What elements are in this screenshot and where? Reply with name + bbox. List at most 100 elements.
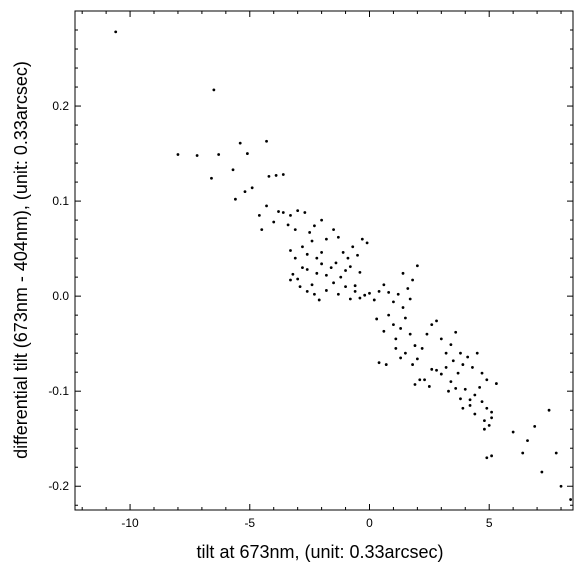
data-point [420,347,424,350]
data-point [238,141,242,145]
data-point [212,88,216,92]
data-point [310,239,314,243]
data-point [521,451,525,455]
data-point [559,484,563,488]
data-point [463,387,467,391]
data-point [308,231,312,234]
data-point [296,209,300,213]
data-point [358,296,362,300]
data-point [375,317,379,321]
data-point [415,264,419,268]
data-point [569,498,573,501]
data-point [451,359,455,363]
data-point [404,351,407,355]
data-point [449,380,453,384]
data-point [324,273,328,277]
data-point [430,323,434,327]
data-point [332,228,335,232]
data-point [317,298,321,302]
data-point [320,262,324,266]
data-point [281,173,285,176]
data-point [444,351,448,355]
data-point [296,277,300,281]
data-point [320,251,324,254]
data-point [547,408,551,412]
data-point [485,378,489,382]
data-point [444,366,448,369]
data-point [344,285,347,289]
data-point [305,289,309,293]
data-point [348,297,352,301]
data-point [336,235,340,239]
data-point [392,300,395,304]
y-tick-label: 0.2 [52,99,69,113]
data-point [289,278,292,282]
y-tick-label: 0.0 [52,289,69,303]
data-point [377,361,381,365]
x-tick-label: 5 [486,516,493,530]
data-point [305,252,309,256]
data-point [475,351,479,355]
data-point [313,224,316,228]
data-point [313,292,316,296]
plot-frame [74,10,574,511]
x-axis-title: tilt at 673nm, (unit: 0.33arcsec) [196,542,443,562]
data-point [281,211,285,214]
data-points [114,30,573,501]
data-point [411,363,414,366]
data-point [490,454,493,458]
data-point [399,327,403,330]
x-tick-label: -5 [244,516,255,530]
data-point [439,372,443,376]
data-point [459,397,462,401]
data-point [490,410,493,414]
data-point [114,30,118,34]
y-tick-label: 0.1 [52,194,69,208]
data-point [289,249,292,252]
data-point [291,272,295,276]
data-point [394,337,398,341]
data-point [439,337,443,341]
data-point [454,386,458,390]
data-point [332,281,335,285]
data-point [461,406,465,410]
data-point [315,271,319,275]
data-point [471,366,474,369]
data-point [387,313,391,317]
data-point [404,316,407,320]
data-point [329,266,333,270]
data-point [468,404,472,407]
data-point [303,211,307,214]
data-point [360,237,364,241]
data-point [435,319,438,323]
data-point [293,256,297,260]
data-point [447,389,450,393]
data-point [478,385,482,389]
data-point [231,168,235,172]
data-point [265,139,268,143]
data-point [408,297,412,301]
data-point [257,213,261,217]
data-point [368,291,371,295]
data-point [315,256,319,260]
data-point [449,343,453,347]
data-point [399,356,403,360]
data-point [401,271,405,275]
data-point [473,412,477,416]
data-point [425,332,429,336]
data-point [341,251,345,254]
data-point [217,153,221,156]
data-point [461,363,465,366]
data-point [243,190,247,193]
data-point [372,298,376,302]
data-point [430,367,434,371]
data-point [272,220,276,224]
data-point [473,393,477,397]
data-point [480,400,484,404]
data-point [435,368,438,372]
data-point [353,289,357,293]
data-point [356,253,359,257]
data-point [511,430,515,434]
data-point [234,197,237,201]
